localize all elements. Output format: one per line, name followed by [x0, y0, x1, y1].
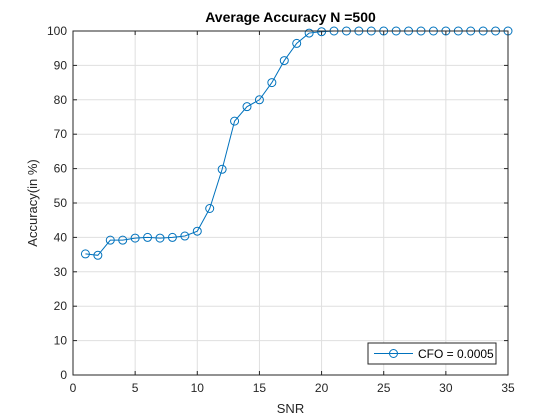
x-axis-label: SNR — [277, 401, 304, 416]
x-tick-label: 25 — [377, 381, 391, 395]
y-tick-label: 30 — [54, 265, 68, 279]
chart-title: Average Accuracy N =500 — [205, 9, 376, 25]
y-axis-label: Accuracy(in %) — [25, 159, 40, 246]
x-tick-label: 30 — [439, 381, 453, 395]
legend-label: CFO = 0.0005 — [418, 347, 494, 361]
y-tick-label: 90 — [54, 58, 68, 72]
y-tick-label: 20 — [54, 299, 68, 313]
y-tick-label: 10 — [54, 334, 68, 348]
y-tick-label: 70 — [54, 127, 68, 141]
x-tick-label: 35 — [501, 381, 515, 395]
y-tick-label: 40 — [54, 230, 68, 244]
x-tick-label: 0 — [70, 381, 77, 395]
y-tick-label: 80 — [54, 93, 68, 107]
y-tick-label: 0 — [60, 368, 67, 382]
x-tick-label: 20 — [315, 381, 329, 395]
y-tick-label: 50 — [54, 196, 68, 210]
x-tick-label: 15 — [253, 381, 267, 395]
y-tick-label: 100 — [47, 24, 67, 38]
legend: CFO = 0.0005 — [368, 343, 496, 364]
x-tick-label: 5 — [132, 381, 139, 395]
x-tick-label: 10 — [191, 381, 205, 395]
y-tick-label: 60 — [54, 162, 68, 176]
